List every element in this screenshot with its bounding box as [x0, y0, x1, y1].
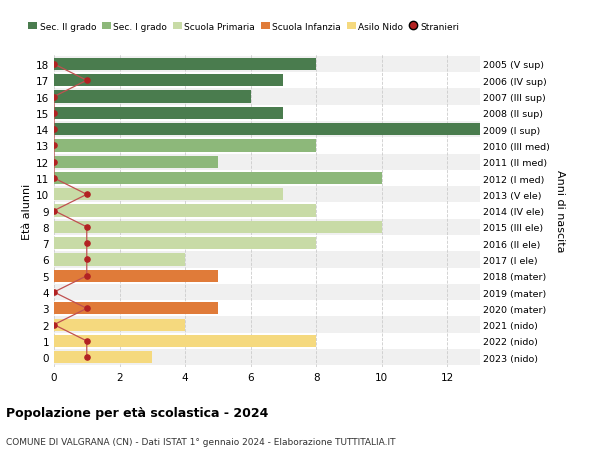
Point	[82, 305, 92, 312]
Bar	[54, 122, 480, 138]
Bar	[54, 89, 480, 106]
Point	[82, 337, 92, 345]
Point	[49, 142, 59, 150]
Bar	[54, 270, 218, 282]
Bar	[54, 333, 480, 349]
Bar	[54, 57, 480, 73]
Point	[49, 110, 59, 117]
Bar	[54, 284, 480, 301]
Bar	[54, 317, 480, 333]
Bar	[54, 268, 480, 284]
Point	[82, 78, 92, 85]
Bar	[54, 173, 382, 185]
Bar	[54, 302, 218, 315]
Bar	[54, 349, 480, 365]
Point	[82, 256, 92, 263]
Point	[49, 175, 59, 182]
Bar	[54, 301, 480, 317]
Legend: Sec. II grado, Sec. I grado, Scuola Primaria, Scuola Infanzia, Asilo Nido, Stran: Sec. II grado, Sec. I grado, Scuola Prim…	[25, 19, 463, 35]
Bar	[54, 221, 382, 234]
Bar	[54, 107, 283, 120]
Point	[49, 159, 59, 166]
Bar	[54, 156, 218, 168]
Bar	[54, 319, 185, 331]
Point	[82, 354, 92, 361]
Bar	[54, 335, 316, 347]
Bar	[54, 203, 480, 219]
Y-axis label: Età alunni: Età alunni	[22, 183, 32, 239]
Bar	[54, 238, 316, 250]
Bar	[54, 170, 480, 187]
Bar	[54, 73, 480, 89]
Bar	[54, 91, 251, 103]
Bar	[54, 219, 480, 235]
Bar	[54, 187, 480, 203]
Bar	[54, 124, 480, 136]
Point	[49, 94, 59, 101]
Point	[49, 61, 59, 68]
Bar	[54, 138, 480, 154]
Bar	[54, 189, 283, 201]
Bar	[54, 140, 316, 152]
Point	[82, 191, 92, 199]
Bar	[54, 205, 316, 217]
Text: COMUNE DI VALGRANA (CN) - Dati ISTAT 1° gennaio 2024 - Elaborazione TUTTITALIA.I: COMUNE DI VALGRANA (CN) - Dati ISTAT 1° …	[6, 437, 395, 446]
Point	[82, 224, 92, 231]
Bar	[54, 235, 480, 252]
Bar	[54, 252, 480, 268]
Point	[82, 273, 92, 280]
Text: Popolazione per età scolastica - 2024: Popolazione per età scolastica - 2024	[6, 406, 268, 419]
Point	[49, 207, 59, 215]
Point	[49, 289, 59, 296]
Bar	[54, 59, 316, 71]
Bar	[54, 75, 283, 87]
Point	[49, 126, 59, 134]
Y-axis label: Anni di nascita: Anni di nascita	[555, 170, 565, 252]
Bar	[54, 254, 185, 266]
Point	[82, 240, 92, 247]
Bar	[54, 351, 152, 364]
Bar	[54, 154, 480, 170]
Point	[49, 321, 59, 329]
Bar	[54, 106, 480, 122]
